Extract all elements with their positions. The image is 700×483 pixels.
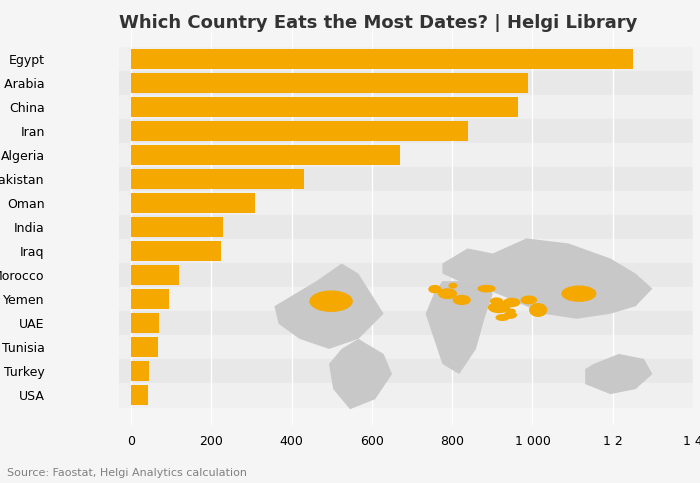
Ellipse shape [478,285,495,292]
Ellipse shape [522,296,536,304]
Bar [119,383,693,407]
Ellipse shape [429,285,441,293]
Bar [119,191,693,215]
Bar [131,265,179,285]
Bar [119,239,693,263]
Bar [131,193,256,213]
Bar [131,385,148,405]
Bar [131,313,159,333]
Bar [131,217,223,237]
Bar [131,97,519,117]
Bar [131,121,468,141]
Bar [131,73,528,93]
Bar [131,169,304,189]
Bar [119,119,693,143]
Text: Source: Faostat, Helgi Analytics calculation: Source: Faostat, Helgi Analytics calcula… [7,468,247,478]
Bar [119,167,693,191]
Ellipse shape [489,302,510,313]
Bar [131,337,158,357]
Bar [119,71,693,95]
Ellipse shape [496,315,509,320]
Bar [131,289,169,309]
Bar [119,287,693,311]
Ellipse shape [530,304,547,316]
Bar [119,263,693,287]
Ellipse shape [454,296,470,304]
Ellipse shape [504,298,519,307]
Bar [119,311,693,335]
Ellipse shape [310,291,352,311]
Bar [131,49,633,69]
Ellipse shape [439,289,456,298]
Bar [119,47,693,71]
Text: Which Country Eats the Most Dates? | Helgi Library: Which Country Eats the Most Dates? | Hel… [119,14,638,32]
Bar [119,335,693,359]
Bar [119,143,693,167]
Ellipse shape [505,312,517,318]
Bar [119,95,693,119]
Bar [131,361,149,381]
Ellipse shape [449,284,456,288]
Bar [119,359,693,383]
Bar [131,241,221,261]
Ellipse shape [508,309,515,313]
Ellipse shape [491,298,503,304]
Bar [119,215,693,239]
Bar [131,145,400,165]
Ellipse shape [562,286,596,301]
